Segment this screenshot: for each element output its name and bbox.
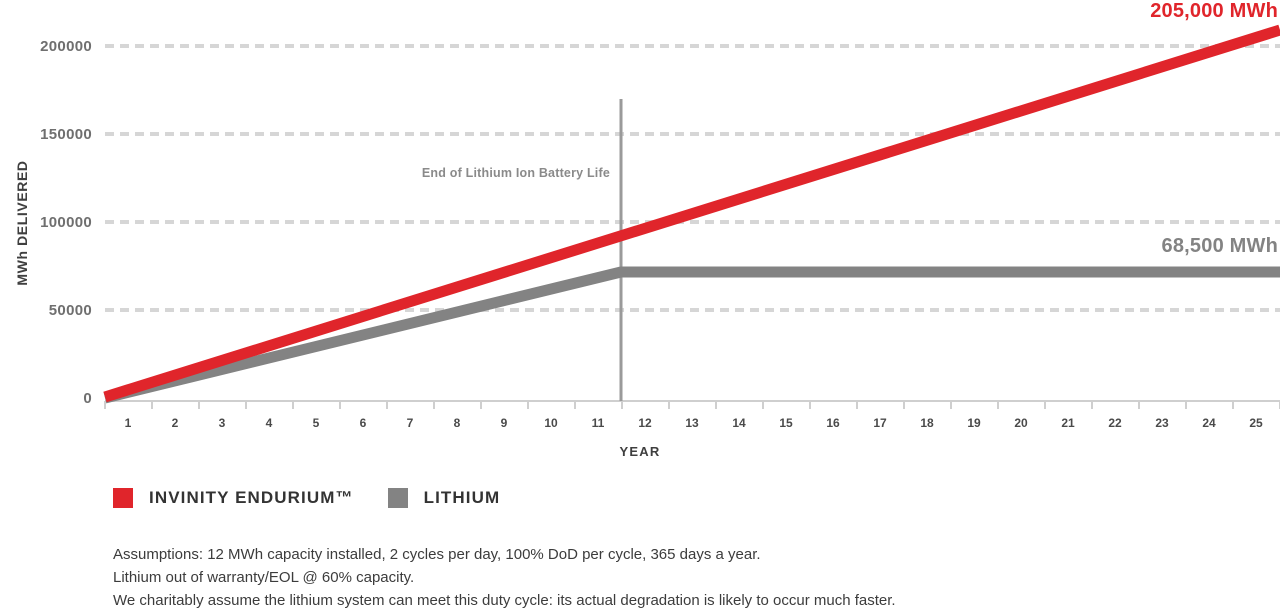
y-tick-label-50000: 50000 (48, 302, 92, 319)
legend-item-invinity-endurium: INVINITY ENDURIUM™ (113, 488, 354, 508)
x-tick-label-3: 3 (218, 416, 226, 430)
y-axis-title: MWh DELIVERED (14, 160, 30, 286)
footnote-line-1: Assumptions: 12 MWh capacity installed, … (113, 546, 761, 563)
eol-annotation-label: End of Lithium Ion Battery Life (421, 166, 610, 180)
footnote-line-2: Lithium out of warranty/EOL @ 60% capaci… (113, 569, 415, 586)
y-axis-tick-labels: 200000 150000 100000 50000 0 (0, 0, 92, 470)
series-line-lithium (103, 266, 1280, 404)
x-tick-label-25: 25 (1249, 416, 1263, 430)
chart-plot-svg (103, 24, 1280, 409)
gridlines (105, 44, 1280, 312)
x-tick-label-18: 18 (920, 416, 934, 430)
x-tick-label-24: 24 (1202, 416, 1216, 430)
x-tick-label-1: 1 (124, 416, 132, 430)
x-tick-label-23: 23 (1155, 416, 1169, 430)
y-tick-label-200000: 200000 (40, 38, 92, 55)
x-tick-label-7: 7 (406, 416, 414, 430)
x-tick-label-5: 5 (312, 416, 320, 430)
x-axis-title: YEAR (619, 444, 661, 459)
y-tick-label-0: 0 (83, 390, 92, 407)
x-tick-label-22: 22 (1108, 416, 1122, 430)
x-tick-label-2: 2 (171, 416, 179, 430)
x-axis-ticks (104, 401, 1280, 409)
x-tick-label-11: 11 (591, 416, 605, 430)
chart-container: 200000 150000 100000 50000 0 MWh DELIVER… (0, 0, 1280, 470)
series-line-invinity-endurium (103, 24, 1280, 403)
y-tick-label-150000: 150000 (40, 126, 92, 143)
footnotes: Assumptions: 12 MWh capacity installed, … (113, 543, 1263, 612)
legend-label-lithium: LITHIUM (423, 488, 501, 507)
legend-item-lithium: LITHIUM (387, 488, 501, 508)
x-axis (104, 400, 1280, 409)
x-tick-label-6: 6 (359, 416, 367, 430)
legend-swatch-icon-invinity (113, 488, 133, 508)
x-tick-label-4: 4 (265, 416, 273, 430)
legend-swatch-icon-lithium (387, 488, 408, 508)
series-endpoint-label-lithium: 68,500 MWh (1161, 235, 1278, 257)
series-endpoint-label-invinity: 205,000 MWh (1150, 0, 1278, 22)
x-tick-label-21: 21 (1061, 416, 1075, 430)
x-tick-label-15: 15 (779, 416, 793, 430)
y-tick-label-100000: 100000 (40, 214, 92, 231)
x-tick-label-10: 10 (544, 416, 558, 430)
x-tick-label-9: 9 (500, 416, 508, 430)
x-tick-label-12: 12 (638, 416, 652, 430)
x-tick-label-17: 17 (873, 416, 887, 430)
x-tick-label-8: 8 (453, 416, 461, 430)
x-tick-label-14: 14 (732, 416, 746, 430)
x-tick-label-20: 20 (1014, 416, 1028, 430)
x-tick-label-19: 19 (967, 416, 981, 430)
x-tick-label-13: 13 (685, 416, 699, 430)
footnote-line-3: We charitably assume the lithium system … (113, 592, 896, 609)
x-tick-label-16: 16 (826, 416, 840, 430)
chart-legend: INVINITY ENDURIUM™ LITHIUM (113, 488, 500, 508)
legend-label-invinity: INVINITY ENDURIUM™ (149, 488, 354, 507)
